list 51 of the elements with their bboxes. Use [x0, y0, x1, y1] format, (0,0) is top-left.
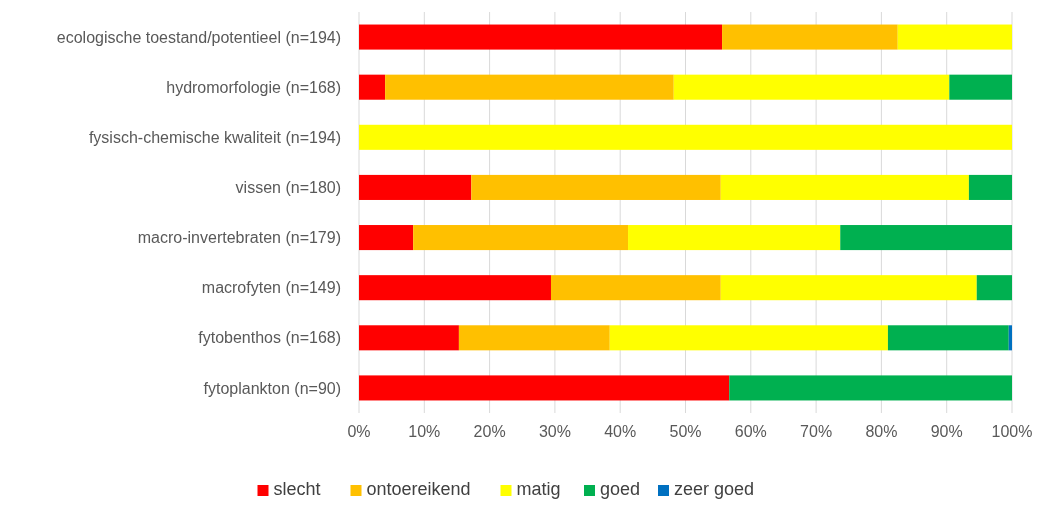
y-tick-label: macro-invertebraten (n=179) [137, 229, 341, 247]
bar [840, 225, 1012, 251]
bar [722, 24, 898, 50]
bar [628, 225, 841, 251]
bar [720, 275, 977, 301]
legend-label: matig [516, 479, 561, 499]
x-tick-label: 50% [669, 423, 702, 440]
legend-label: zeer goed [674, 479, 755, 499]
bar [359, 225, 414, 251]
y-tick-label: fytoplankton (n=90) [203, 379, 341, 397]
bar [550, 275, 721, 301]
bar [976, 275, 1012, 301]
bar [359, 325, 459, 351]
x-tick-label: 70% [800, 423, 833, 440]
x-tick-label: 40% [604, 423, 637, 440]
legend-label: ontoereikend [366, 479, 471, 499]
y-tick-label: vissen (n=180) [235, 179, 341, 197]
x-tick-label: 100% [991, 423, 1033, 440]
bar [897, 24, 1012, 50]
y-tick-label: ecologische toestand/potentieel (n=194) [56, 28, 341, 46]
y-tick-label: fysisch-chemische kwaliteit (n=194) [88, 128, 341, 146]
bar [729, 375, 1012, 401]
bar [359, 275, 551, 301]
bar [720, 174, 969, 200]
bar [385, 74, 674, 100]
legend-label: goed [600, 479, 641, 499]
bar [968, 174, 1012, 200]
bar [949, 74, 1012, 100]
bar [359, 375, 730, 401]
y-tick-label: fytobenthos (n=168) [198, 329, 341, 347]
bar [359, 174, 472, 200]
x-tick-label: 60% [734, 423, 767, 440]
bar [413, 225, 629, 251]
legend-label: slecht [273, 479, 321, 499]
x-tick-label: 0% [347, 423, 371, 440]
x-tick-label: 30% [538, 423, 571, 440]
bar [359, 74, 386, 100]
x-tick-label: 80% [865, 423, 898, 440]
bar [887, 325, 1009, 351]
x-tick-label: 90% [930, 423, 963, 440]
bar [458, 325, 610, 351]
y-tick-label: hydromorfologie (n=168) [166, 78, 341, 96]
bar [673, 74, 950, 100]
x-tick-label: 20% [473, 423, 506, 440]
bar [1008, 325, 1012, 351]
y-tick-label: macrofyten (n=149) [201, 279, 341, 297]
x-tick-label: 10% [408, 423, 441, 440]
bar [359, 24, 723, 50]
bar [609, 325, 888, 351]
bar [359, 124, 1012, 150]
bar [471, 174, 721, 200]
